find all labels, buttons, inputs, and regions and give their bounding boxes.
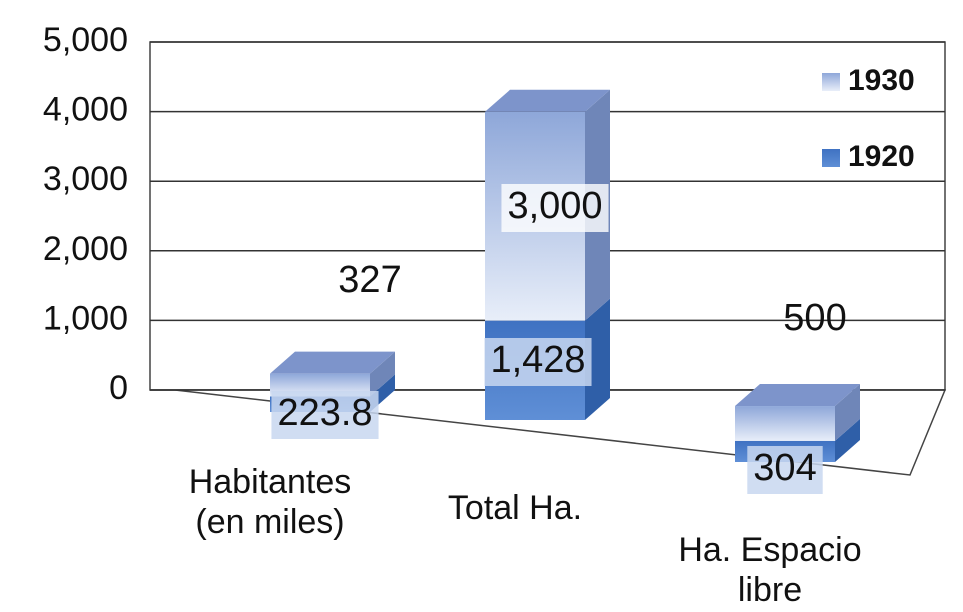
bar-top <box>270 351 395 374</box>
y-tick-label: 2,000 <box>43 230 128 268</box>
data-label-bg <box>271 391 379 439</box>
data-label-bg <box>501 184 609 232</box>
bar-top <box>735 384 860 407</box>
data-label: 327 <box>338 259 401 301</box>
bar-side <box>835 384 860 441</box>
legend-swatch <box>822 73 840 91</box>
data-label-bg <box>747 446 823 494</box>
bar-side <box>370 351 395 397</box>
y-tick-label: 3,000 <box>43 160 128 198</box>
bar <box>735 406 835 441</box>
bar-side <box>585 298 610 420</box>
legend-label: 1920 <box>848 140 915 173</box>
x-tick-label: Ha. Espacio libre <box>678 531 862 609</box>
x-tick-label: Total Ha. <box>447 489 583 527</box>
data-label: 1,428 <box>490 339 585 381</box>
y-tick-label: 1,000 <box>43 299 128 337</box>
data-label: 304 <box>753 447 816 489</box>
y-tick-label: 4,000 <box>43 91 128 129</box>
y-tick-label: 0 <box>109 369 128 407</box>
legend-swatch <box>822 149 840 167</box>
y-tick-label: 5,000 <box>43 21 128 59</box>
x-tick-label: Habitantes (en miles) <box>188 463 352 541</box>
bar-top <box>485 89 610 112</box>
legend-label: 1930 <box>848 64 915 97</box>
data-label-bg <box>484 338 592 386</box>
bar <box>270 373 370 397</box>
data-label: 500 <box>783 297 846 339</box>
data-label: 223.8 <box>277 392 372 434</box>
bar-side <box>835 418 860 462</box>
data-label: 3,000 <box>507 185 602 227</box>
